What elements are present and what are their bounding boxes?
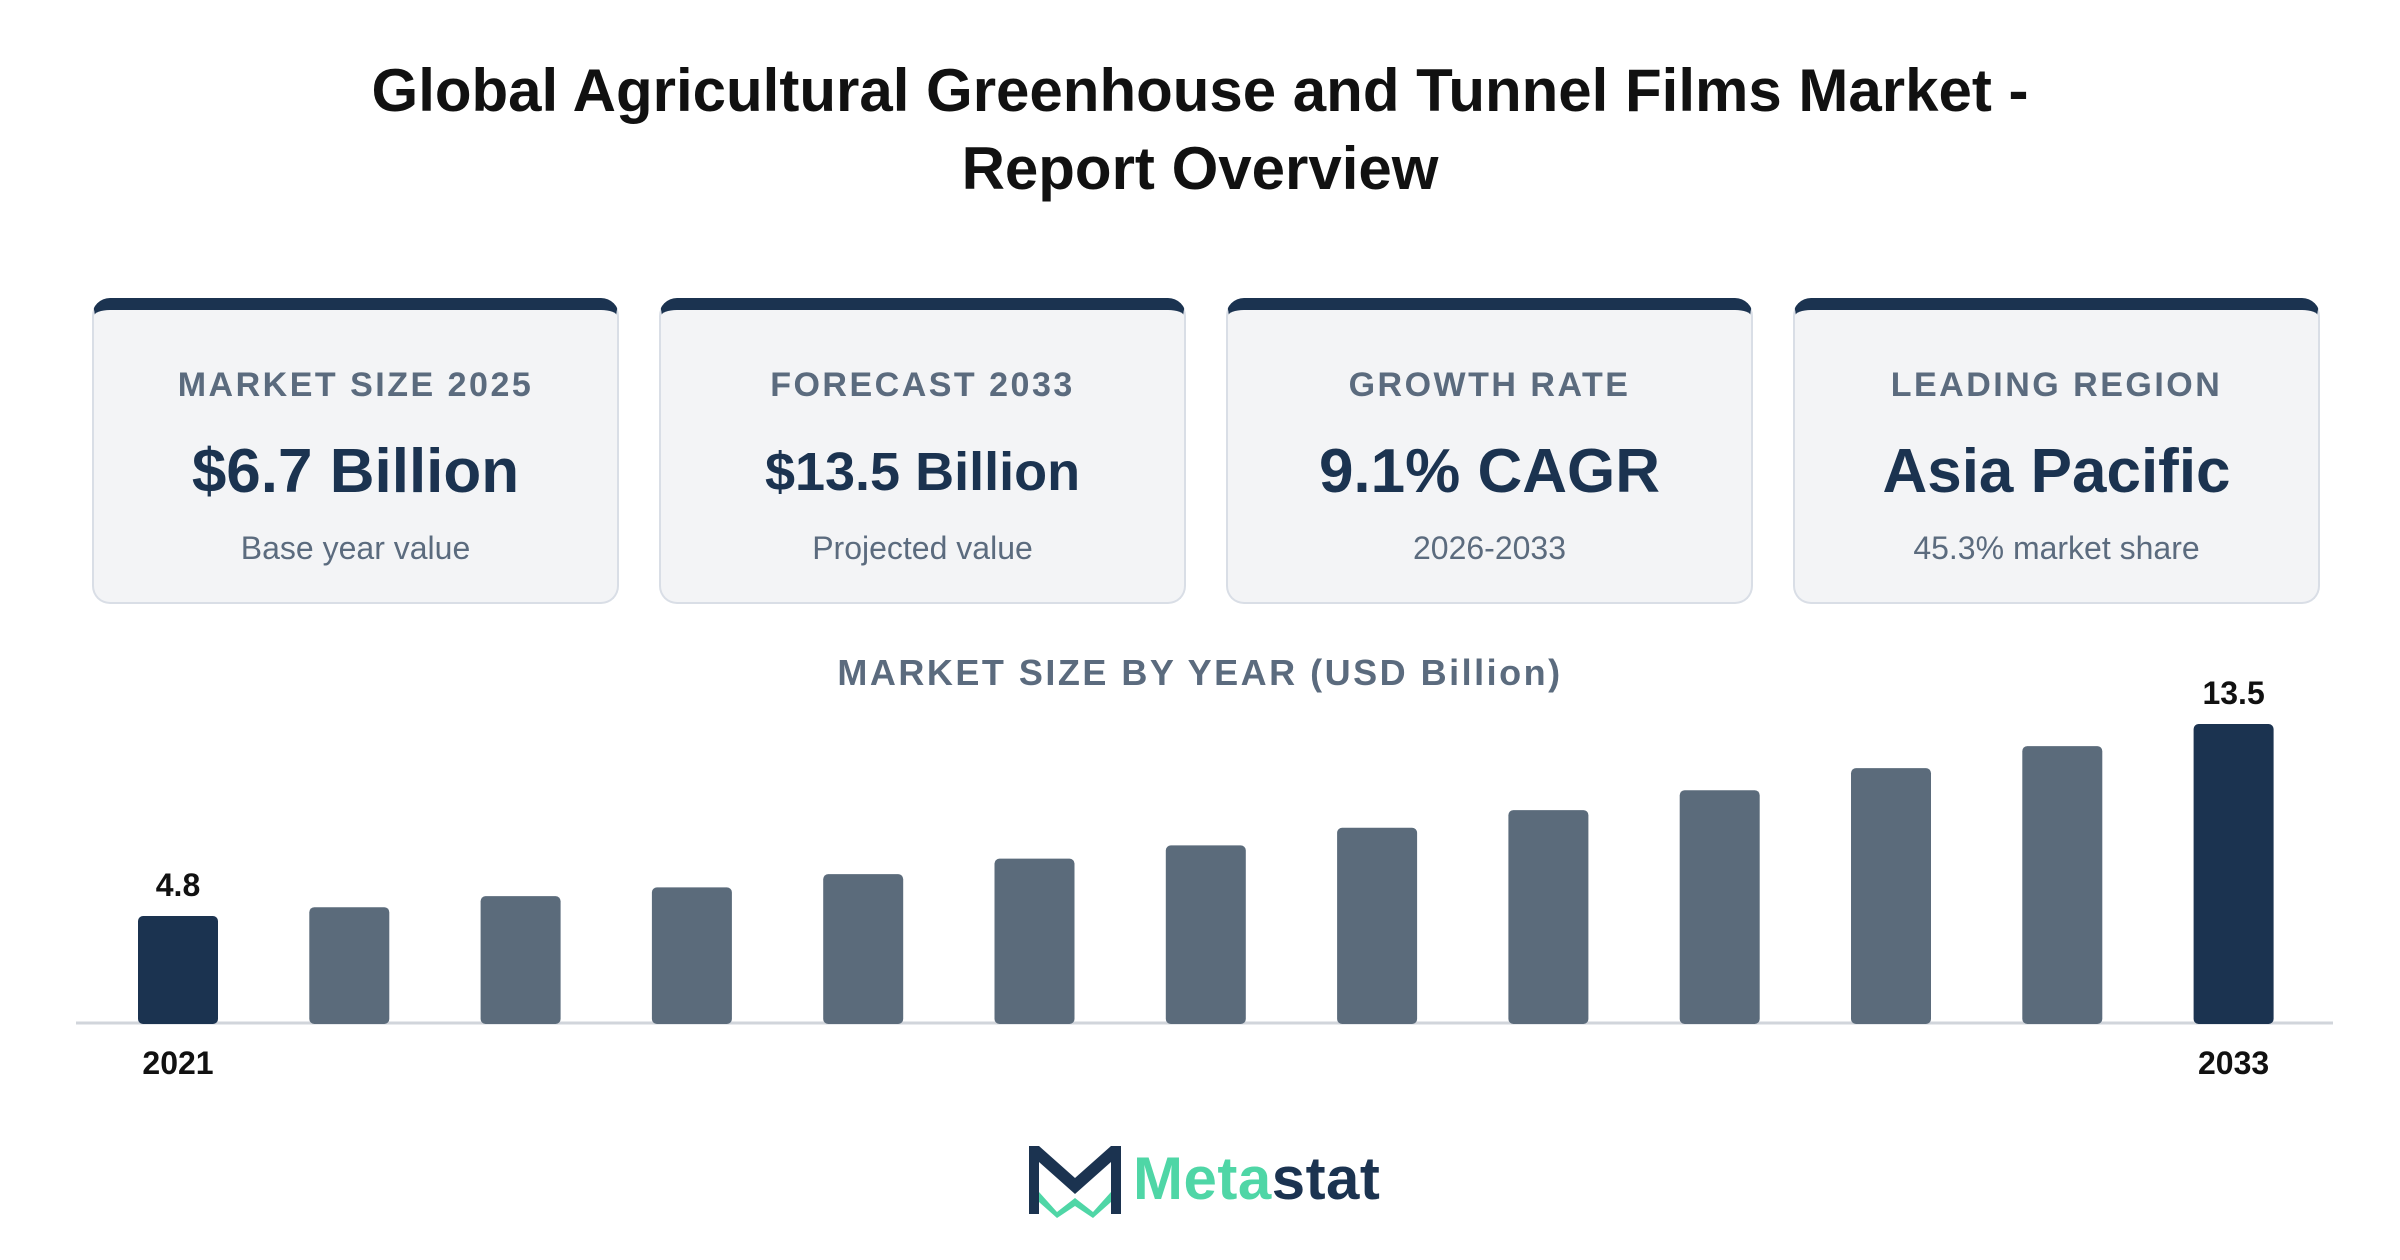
card-label: FORECAST 2033 [770, 366, 1075, 404]
bar-2032 [2022, 746, 2103, 1024]
logo-wordmark-meta: Meta [1133, 1145, 1272, 1212]
bar-2023 [480, 896, 561, 1024]
title-line-1: Global Agricultural Greenhouse and Tunne… [371, 57, 2029, 124]
card-subtext: Projected value [812, 530, 1033, 566]
card-value: Asia Pacific [1882, 437, 2231, 506]
title-line-2: Report Overview [961, 135, 1439, 202]
card-value: $13.5 Billion [764, 442, 1081, 502]
metastat-logo: Metastat [1025, 1140, 1395, 1218]
card-forecast: FORECAST 2033 $13.5 Billion Projected va… [659, 298, 1186, 604]
logo-wordmark-stat: stat [1271, 1145, 1381, 1212]
bar-2022 [309, 907, 390, 1024]
card-growth-rate: GROWTH RATE 9.1% CAGR 2026-2033 [1226, 298, 1753, 604]
bar-2027 [1165, 845, 1246, 1024]
bar-2028 [1337, 827, 1418, 1024]
chart-title: MARKET SIZE BY YEAR (USD Billion) [837, 652, 1563, 693]
bar-2030 [1679, 790, 1760, 1024]
logo-wordmark: Metastat [1133, 1146, 1380, 1212]
bar-2026 [994, 858, 1075, 1024]
summary-cards: MARKET SIZE 2025 $6.7 Billion Base year … [0, 298, 2400, 604]
bar-2024 [651, 887, 732, 1024]
card-label: GROWTH RATE [1348, 366, 1631, 404]
bar-2029 [1508, 810, 1589, 1024]
x-tick-label: 2021 [142, 1045, 213, 1081]
x-tick-label: 2033 [2198, 1045, 2269, 1081]
card-value: $6.7 Billion [191, 437, 520, 506]
bar-chart: 4.8 2021 13.5 2033 [76, 675, 2333, 1081]
bar-2021 [138, 916, 218, 1024]
card-value: 9.1% CAGR [1318, 437, 1661, 506]
metastat-m-logo-icon [1029, 1146, 1121, 1218]
card-subtext: 45.3% market share [1913, 530, 2200, 566]
bar-value-label: 13.5 [2202, 675, 2264, 711]
bar-2031 [1851, 768, 1931, 1024]
bar-2033 [2193, 724, 2274, 1024]
page-title: Global Agricultural Greenhouse and Tunne… [0, 52, 2400, 208]
card-label: MARKET SIZE 2025 [177, 366, 534, 404]
card-leading-region: LEADING REGION Asia Pacific 45.3% market… [1793, 298, 2320, 604]
card-subtext: 2026-2033 [1412, 530, 1567, 566]
card-subtext: Base year value [240, 530, 471, 566]
card-market-size: MARKET SIZE 2025 $6.7 Billion Base year … [92, 298, 619, 604]
bar-2025 [823, 874, 904, 1024]
bar-value-label: 4.8 [156, 867, 200, 903]
card-label: LEADING REGION [1890, 366, 2223, 404]
